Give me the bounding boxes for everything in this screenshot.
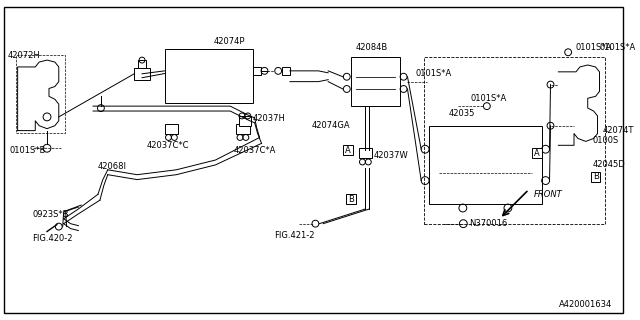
Text: N370016: N370016 [469, 219, 508, 228]
Bar [253, 67, 260, 75]
Bar [138, 60, 146, 68]
Text: FIG.420-2: FIG.420-2 [33, 234, 73, 243]
Bar [532, 148, 541, 158]
Text: 0101S*A: 0101S*A [576, 43, 612, 52]
Text: 42037H: 42037H [253, 114, 285, 123]
Bar [351, 57, 399, 106]
Bar [346, 194, 356, 204]
Text: B: B [348, 195, 354, 204]
Bar [282, 67, 290, 75]
Text: A: A [534, 149, 540, 158]
Text: FIG.421-2: FIG.421-2 [275, 231, 315, 240]
Bar [236, 124, 250, 133]
Text: 0101S*A: 0101S*A [415, 69, 452, 78]
Bar [164, 124, 179, 133]
Bar [164, 49, 253, 103]
Text: A420001634: A420001634 [559, 300, 612, 309]
Bar [343, 145, 353, 155]
Text: B: B [593, 172, 598, 181]
Text: 42074GA: 42074GA [312, 121, 350, 130]
Text: 42035: 42035 [449, 109, 475, 118]
Text: 0100S: 0100S [593, 136, 619, 145]
Text: 42068I: 42068I [98, 162, 127, 171]
Text: 42084B: 42084B [356, 43, 388, 52]
Text: 42037C*C: 42037C*C [147, 141, 189, 150]
Text: 42045D: 42045D [593, 160, 625, 169]
Bar [424, 57, 605, 224]
Bar [134, 68, 150, 80]
Bar [429, 126, 541, 204]
Bar [358, 148, 372, 158]
Text: 0101S*B: 0101S*B [10, 146, 46, 155]
Text: 42074T: 42074T [602, 126, 634, 135]
Text: 42037W: 42037W [373, 151, 408, 160]
Text: 0101S*A: 0101S*A [600, 43, 636, 52]
Text: 0101S*A: 0101S*A [470, 94, 506, 103]
Text: A: A [345, 146, 351, 155]
Text: 42037C*A: 42037C*A [233, 146, 275, 155]
Bar [239, 116, 251, 126]
Text: 42074P: 42074P [214, 37, 245, 46]
Text: 42072H: 42072H [8, 51, 40, 60]
Bar [591, 172, 600, 181]
Text: 0923S*B: 0923S*B [33, 210, 69, 219]
Text: FRONT: FRONT [534, 190, 563, 199]
